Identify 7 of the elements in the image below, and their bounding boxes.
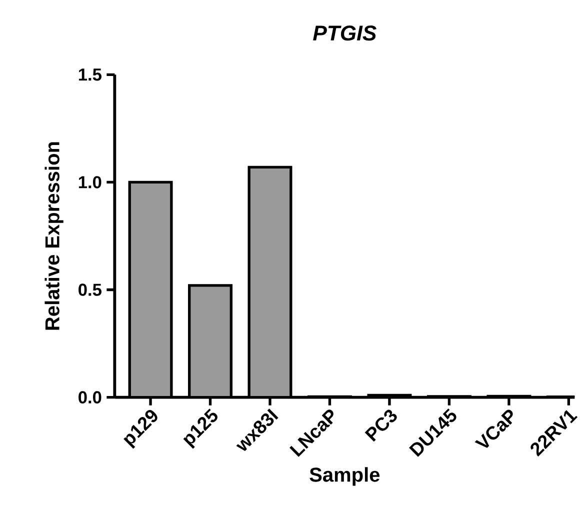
y-tick-label: 0.0 bbox=[78, 391, 102, 404]
chart-title: PTGIS bbox=[313, 26, 376, 41]
y-tick-label: 1.0 bbox=[78, 176, 102, 188]
y-axis-title: Relative Expression bbox=[44, 142, 64, 330]
x-axis-title: Sample bbox=[310, 467, 380, 486]
y-tick-label: 1.5 bbox=[78, 68, 102, 81]
y-tick-label: 0.5 bbox=[78, 284, 102, 296]
